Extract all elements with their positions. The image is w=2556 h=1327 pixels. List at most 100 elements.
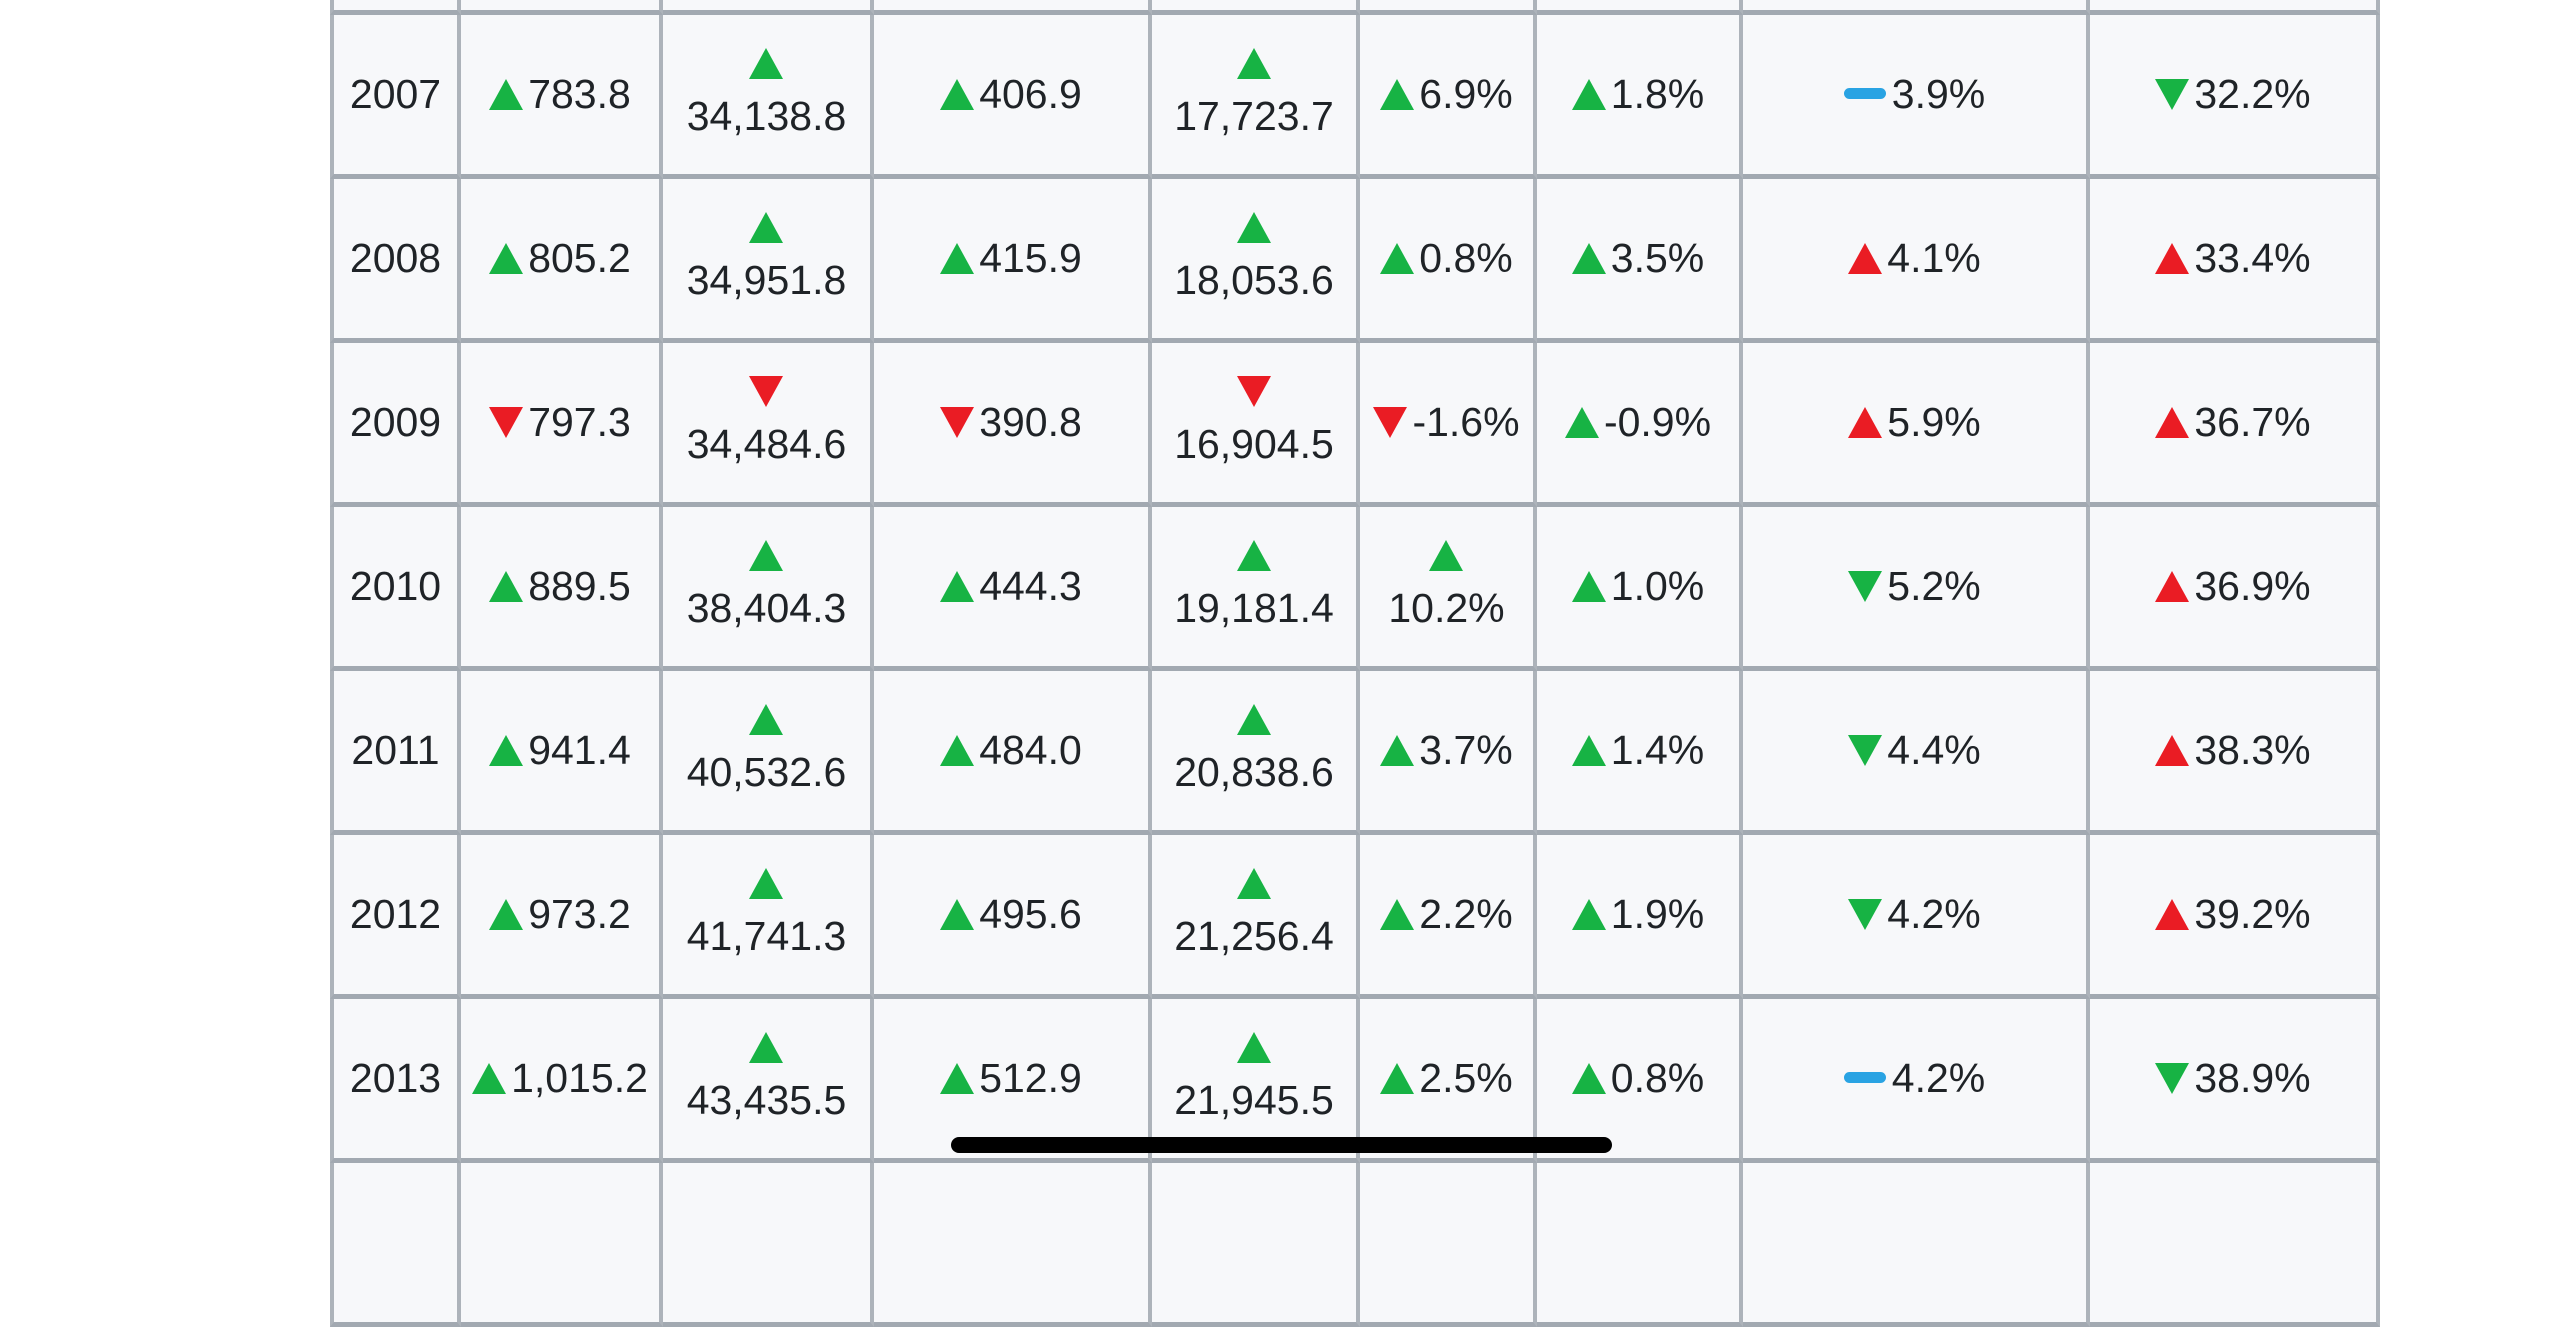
value-cell: 2.2% (1360, 835, 1537, 999)
wrapped-cell-content: 18,053.6 (1174, 212, 1334, 304)
cell-value: 941.4 (528, 726, 631, 773)
cell-value: 40,532.6 (686, 749, 847, 796)
up-indicator-icon (1571, 898, 1606, 930)
value-cell: 1.9% (1537, 835, 1743, 999)
cell-value: 34,138.8 (686, 93, 847, 140)
value-cell: 38.3% (2090, 671, 2380, 835)
wrapped-cell-content: 38,404.3 (687, 540, 847, 632)
wrapped-cell-content: 41,741.3 (686, 868, 847, 960)
year-cell: 2007 (330, 15, 461, 179)
empty-cell (1537, 0, 1743, 15)
down-indicator-icon (1373, 406, 1408, 438)
down-indicator-icon (489, 406, 524, 438)
cell-value: 406.9 (979, 70, 1082, 117)
value-cell: 10.2% (1360, 507, 1537, 671)
empty-cell (461, 1163, 663, 1327)
cell-value: 783.8 (528, 70, 631, 117)
table-row: 2009 797.3 34,484.6 390.8 16,904.5 -1.6% -0.9%… (330, 343, 2380, 507)
table-row: 2008 805.2 34,951.8 415.9 18,053.6 0.8% 3.5% 4.… (330, 179, 2380, 343)
cell-value: 6.9% (1419, 70, 1513, 117)
up-indicator-icon (749, 540, 784, 572)
cell-value: 10.2% (1388, 585, 1505, 632)
wrapped-cell-content: 34,138.8 (686, 48, 847, 140)
wrapped-cell-content: 20,838.6 (1174, 704, 1334, 796)
cell-value: 21,945.5 (1174, 1077, 1334, 1124)
value-cell: 0.8% (1537, 999, 1743, 1163)
indicator-line (1174, 540, 1334, 572)
cell-value: 512.9 (979, 1054, 1082, 1101)
up-indicator-icon (472, 1062, 507, 1094)
cell-value: 18,053.6 (1174, 257, 1334, 304)
cell-value: 2.2% (1419, 890, 1513, 937)
up-indicator-icon (1380, 78, 1415, 110)
value-cell: 4.2% (1743, 835, 2090, 999)
cell-value: 1.8% (1610, 70, 1705, 117)
value-cell: 34,951.8 (663, 179, 874, 343)
wrapped-cell-content: 40,532.6 (686, 704, 847, 796)
up-indicator-icon (1236, 212, 1271, 244)
value-cell: 0.8% (1360, 179, 1537, 343)
value-cell: 38,404.3 (663, 507, 874, 671)
indicator-line (1174, 212, 1334, 244)
value-cell: 484.0 (874, 671, 1152, 835)
value-cell: 5.9% (1743, 343, 2090, 507)
cell-value: -0.9% (1603, 398, 1712, 445)
steady-indicator-icon (1843, 1071, 1886, 1083)
indicator-line (687, 540, 847, 572)
value-cell: -1.6% (1360, 343, 1537, 507)
cell-value: 973.2 (528, 890, 631, 937)
statistics-table-wrapper: 2007 783.8 34,138.8 406.9 17,723.7 6.9% 1.8% 3.… (330, 0, 2380, 1327)
up-indicator-icon (749, 212, 784, 244)
up-indicator-icon (749, 868, 784, 900)
up-indicator-icon (1571, 734, 1606, 766)
value-cell: 1.4% (1537, 671, 1743, 835)
indicator-line (1174, 48, 1334, 80)
empty-cell (663, 1163, 874, 1327)
empty-cell (2090, 0, 2380, 15)
table-row: 2013 1,015.2 43,435.5 512.9 21,945.5 2.5% 0.8%… (330, 999, 2380, 1163)
cell-value: 3.9% (1891, 70, 1986, 117)
value-cell: 889.5 (461, 507, 663, 671)
cell-value: 21,256.4 (1174, 913, 1334, 960)
up-indicator-icon (1380, 1062, 1415, 1094)
year-cell: 2012 (330, 835, 461, 999)
indicator-line (687, 376, 847, 408)
down-indicator-icon (2155, 1062, 2190, 1094)
value-cell: 406.9 (874, 15, 1152, 179)
value-cell: 19,181.4 (1152, 507, 1360, 671)
up-indicator-icon (749, 704, 784, 736)
value-cell: 40,532.6 (663, 671, 874, 835)
value-cell: 3.7% (1360, 671, 1537, 835)
table-row: 2007 783.8 34,138.8 406.9 17,723.7 6.9% 1.8% 3.… (330, 15, 2380, 179)
iphone-screen: { "screen": { "background": "#ffffff" },… (330, 0, 2380, 1327)
cell-value: 36.7% (2194, 398, 2311, 445)
up-indicator-icon (940, 78, 975, 110)
cell-value: 797.3 (528, 398, 631, 445)
value-cell: 38.9% (2090, 999, 2380, 1163)
value-cell: 6.9% (1360, 15, 1537, 179)
cell-value: 1.0% (1610, 562, 1705, 609)
home-indicator-bar[interactable] (951, 1137, 1612, 1153)
down-indicator-icon (1236, 376, 1271, 408)
value-cell: 21,945.5 (1152, 999, 1360, 1163)
value-cell: 4.1% (1743, 179, 2090, 343)
cell-value: 41,741.3 (686, 913, 847, 960)
value-cell: 5.2% (1743, 507, 2090, 671)
down-indicator-icon (940, 406, 975, 438)
empty-cell (1152, 0, 1360, 15)
down-indicator-icon (1848, 570, 1883, 602)
cell-value: 0.8% (1419, 234, 1513, 281)
wrapped-cell-content: 43,435.5 (687, 1032, 846, 1124)
steady-indicator-icon (1843, 87, 1886, 99)
cell-value: 1,015.2 (511, 1054, 648, 1101)
table-row: 2012 973.2 41,741.3 495.6 21,256.4 2.2% 1.9% 4.… (330, 835, 2380, 999)
up-indicator-icon (1236, 1032, 1271, 1064)
value-cell: 18,053.6 (1152, 179, 1360, 343)
up-indicator-icon (1236, 540, 1271, 572)
up-indicator-icon (1848, 242, 1883, 274)
value-cell: 43,435.5 (663, 999, 874, 1163)
up-indicator-icon (940, 570, 975, 602)
empty-cell (330, 1163, 461, 1327)
up-indicator-icon (2155, 242, 2190, 274)
cell-value: 3.5% (1610, 234, 1705, 281)
